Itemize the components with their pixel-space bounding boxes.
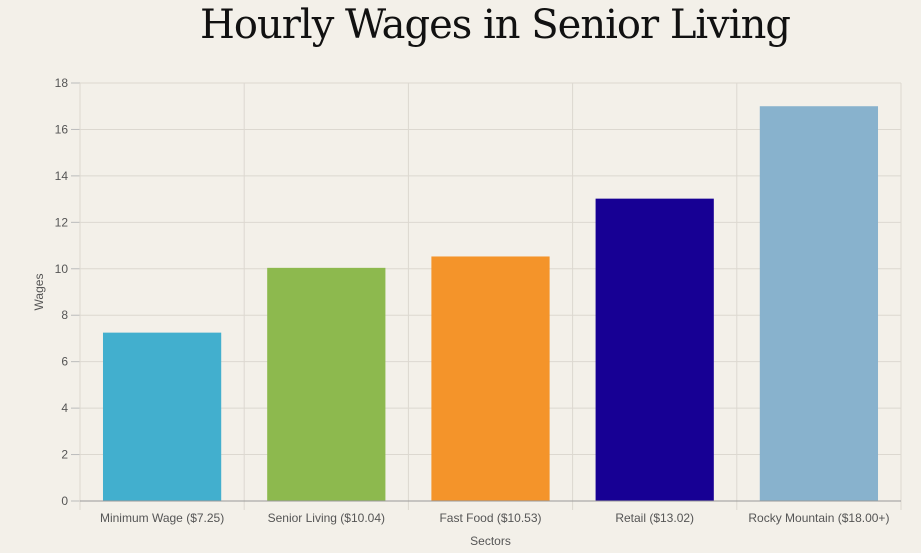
- y-axis-label: Wages: [32, 274, 46, 311]
- bar-3: [595, 198, 714, 501]
- bar-1: [267, 267, 386, 501]
- chart-title: Hourly Wages in Senior Living: [200, 2, 791, 48]
- y-tick-label: 0: [61, 494, 68, 508]
- y-tick-label: 16: [55, 122, 69, 136]
- bar-0: [102, 332, 222, 501]
- y-tick-label: 6: [61, 355, 68, 369]
- y-tick-label: 10: [55, 262, 69, 276]
- y-tick-label: 12: [55, 215, 69, 229]
- x-tick-label: Retail ($13.02): [615, 511, 694, 525]
- x-tick-label: Rocky Mountain ($18.00+): [748, 511, 889, 525]
- y-tick-label: 4: [61, 401, 68, 415]
- y-tick-label: 2: [61, 448, 68, 462]
- y-tick-label: 8: [61, 308, 68, 322]
- x-tick-label: Senior Living ($10.04): [268, 511, 385, 525]
- bar-2: [431, 256, 550, 501]
- y-tick-label: 18: [55, 76, 69, 90]
- x-tick-label: Minimum Wage ($7.25): [100, 511, 224, 525]
- x-tick-label: Fast Food ($10.53): [439, 511, 541, 525]
- bar-4: [759, 106, 879, 501]
- x-axis-label: Sectors: [470, 534, 511, 548]
- y-tick-label: 14: [55, 169, 69, 183]
